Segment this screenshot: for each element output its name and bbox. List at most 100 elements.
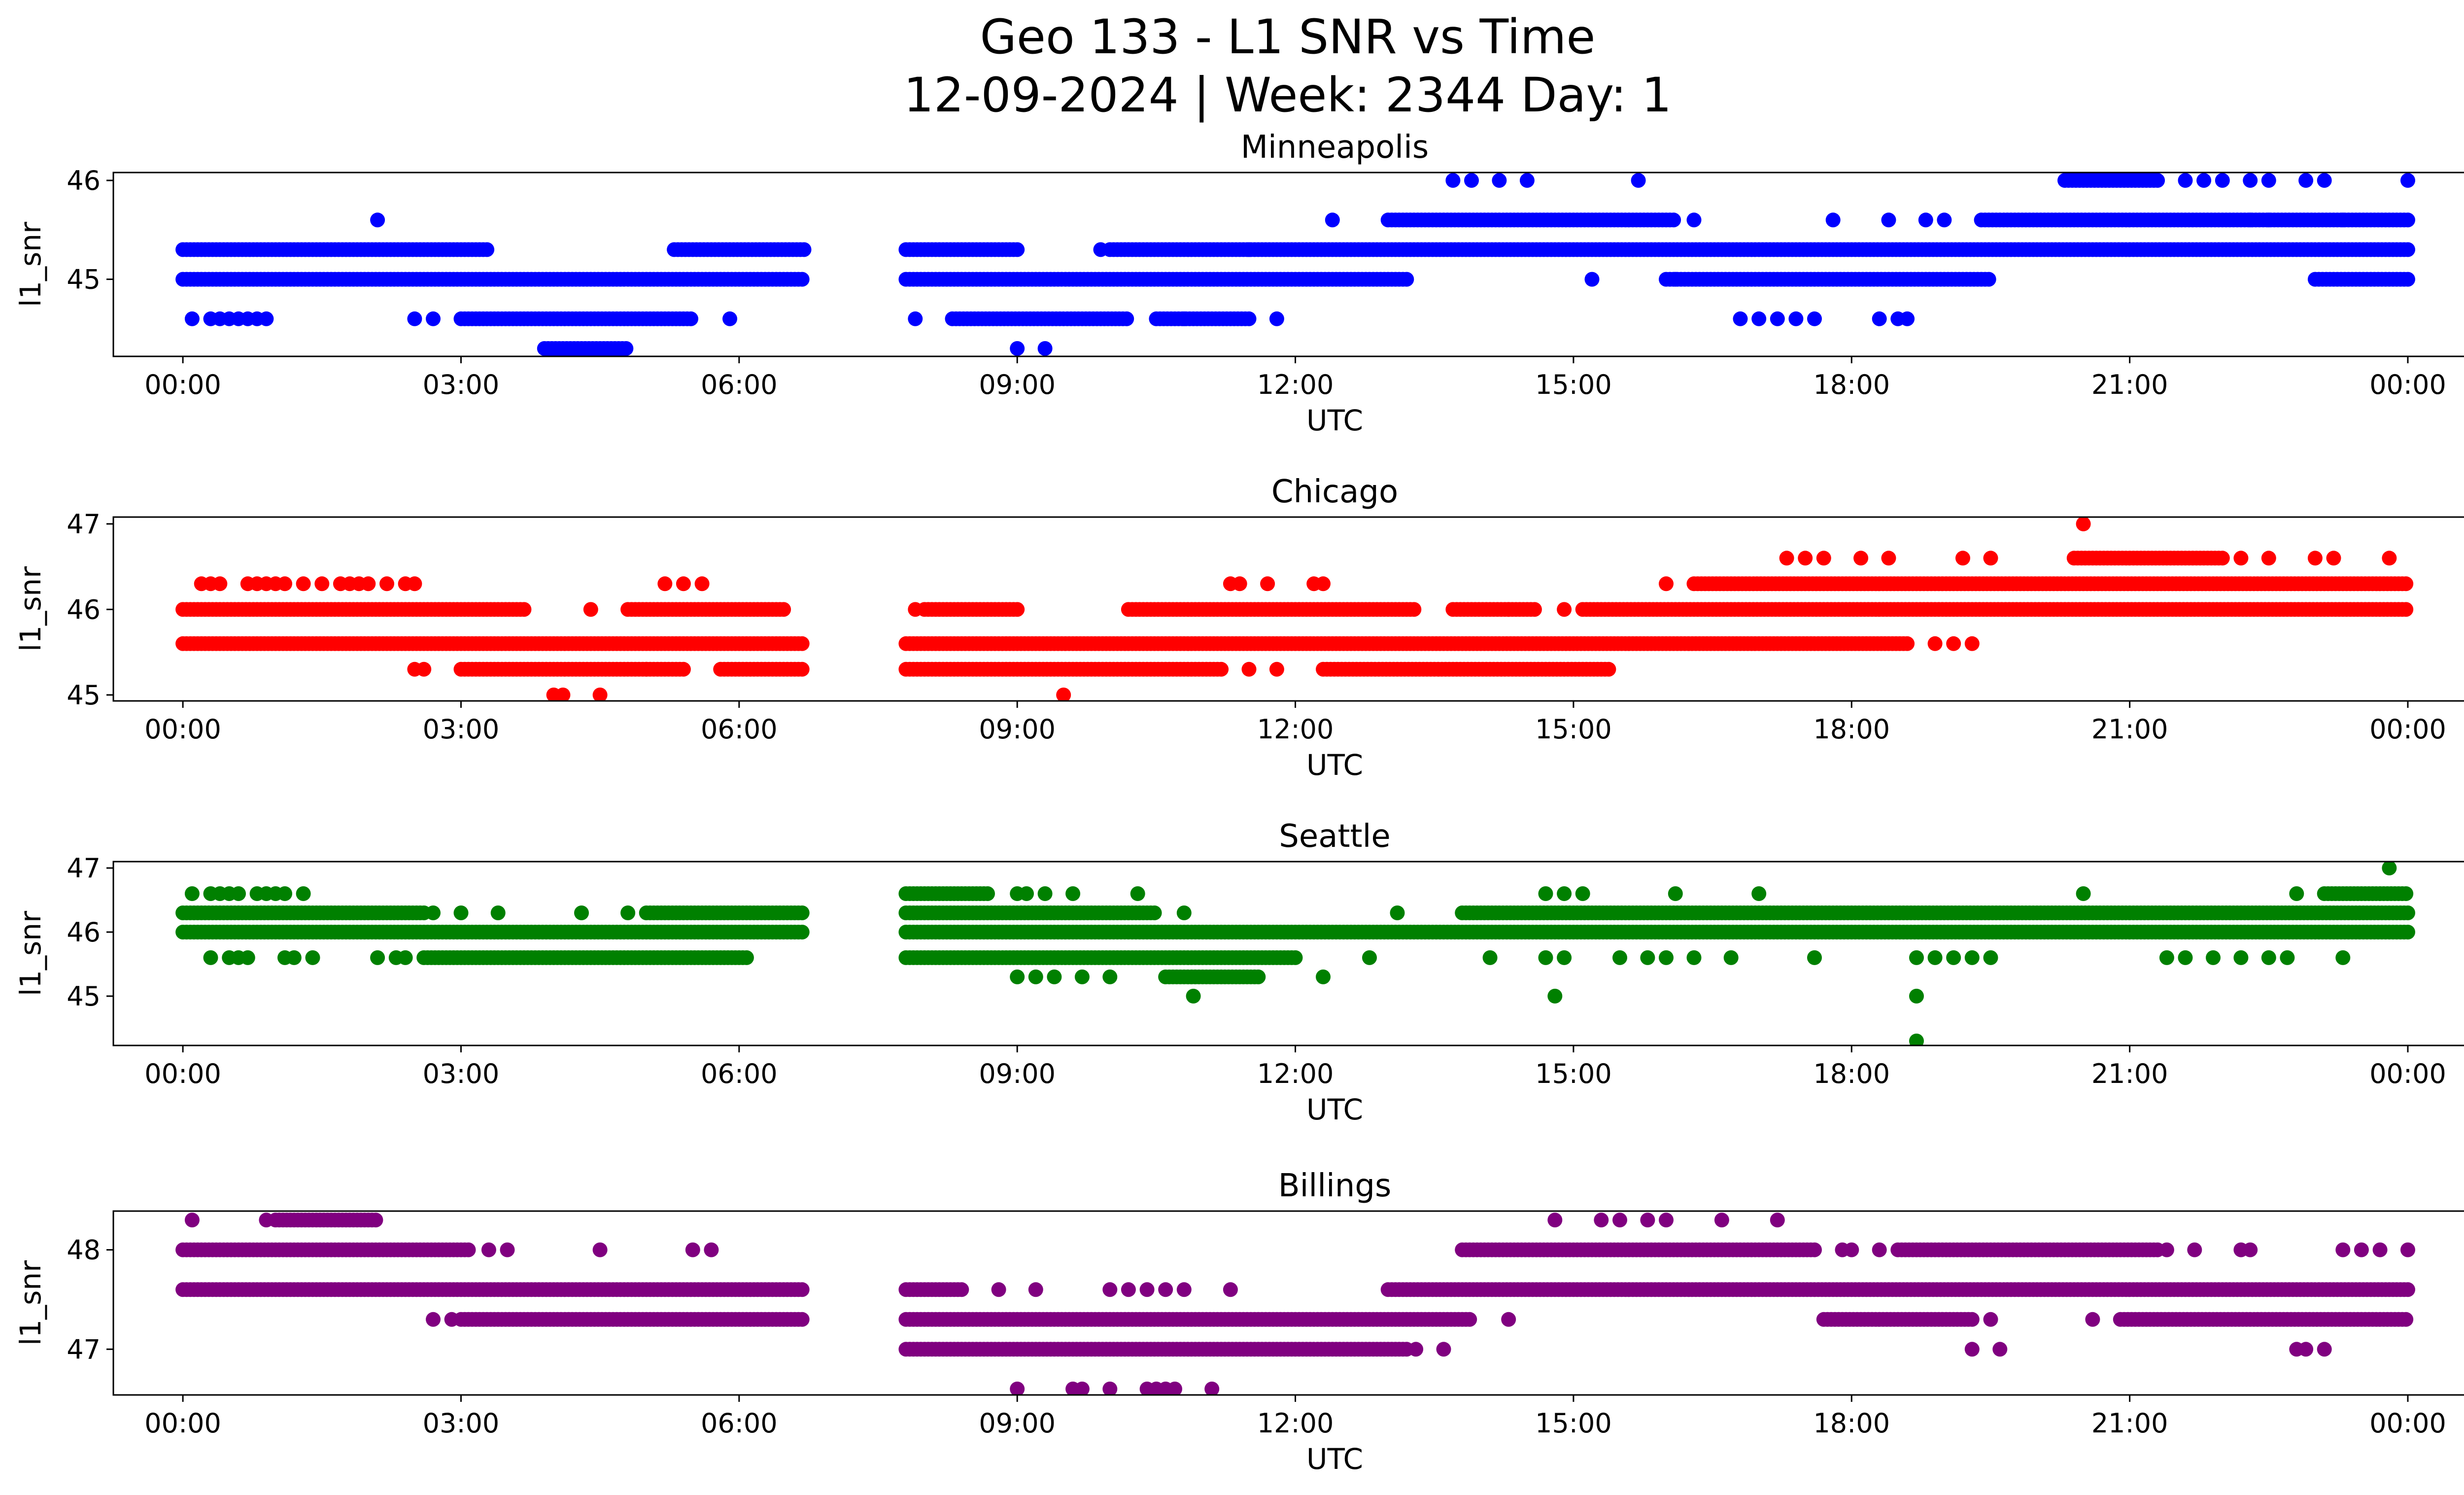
data-point (314, 576, 330, 591)
data-point (2178, 173, 2193, 188)
data-point (1686, 950, 1702, 965)
data-point (1325, 212, 1340, 228)
data-point (676, 576, 691, 591)
y-tick-label: 46 (67, 917, 101, 948)
data-point (980, 886, 995, 901)
data-point (1269, 661, 1284, 677)
data-points (175, 862, 2415, 1045)
x-tick-label: 21:00 (2091, 714, 2168, 745)
x-tick-label: 00:00 (2369, 1058, 2446, 1089)
data-point (676, 661, 691, 677)
data-point (1723, 950, 1739, 965)
data-point (1668, 886, 1683, 901)
data-point (1909, 1033, 1924, 1045)
x-tick-label: 12:00 (1257, 369, 1334, 400)
x-tick-label: 15:00 (1535, 714, 1612, 745)
data-point (1406, 602, 1422, 617)
data-point (1872, 311, 1887, 326)
data-point (1601, 661, 1616, 677)
data-point (1659, 576, 1674, 591)
data-point (639, 661, 654, 677)
data-point (1798, 551, 1813, 566)
data-point (574, 905, 589, 920)
data-point (1770, 311, 1785, 326)
data-point (1288, 950, 1303, 965)
x-tick-label: 09:00 (979, 714, 1056, 745)
data-point (231, 886, 246, 901)
data-point (1807, 1242, 1822, 1257)
y-tick-label: 47 (67, 509, 101, 540)
data-point (1056, 687, 1071, 701)
data-point (1807, 950, 1822, 965)
data-point (370, 212, 385, 228)
data-point (684, 311, 698, 326)
data-point (2398, 602, 2414, 617)
data-point (1482, 950, 1498, 965)
data-point (1788, 311, 1804, 326)
data-point (1983, 950, 1998, 965)
x-tick-label: 06:00 (701, 1058, 778, 1089)
data-point (583, 602, 598, 617)
data-point (1074, 969, 1090, 984)
data-point (426, 905, 441, 920)
x-tick-label: 00:00 (144, 369, 221, 400)
data-point (1047, 969, 1062, 984)
data-point (2280, 950, 2295, 965)
data-point (1918, 212, 1933, 228)
data-point (1362, 950, 1377, 965)
data-point (1668, 272, 1683, 287)
data-point (1964, 636, 1980, 651)
data-point (794, 905, 810, 920)
data-point (2326, 551, 2341, 566)
data-point (1640, 950, 1655, 965)
data-point (1557, 950, 1572, 965)
data-point (1538, 950, 1553, 965)
data-point (1251, 969, 1266, 984)
subplot-title: Billings (1278, 1168, 1392, 1204)
data-point (277, 576, 292, 591)
data-point (2261, 173, 2276, 188)
data-point (1028, 969, 1043, 984)
y-tick-label: 46 (67, 165, 101, 196)
data-point (794, 636, 810, 651)
data-point (426, 311, 441, 326)
data-point (1037, 886, 1053, 901)
data-point (555, 687, 571, 701)
data-point (2243, 173, 2258, 188)
data-point (2196, 173, 2212, 188)
x-tick-label: 18:00 (1813, 1058, 1890, 1089)
data-point (2398, 886, 2414, 901)
data-point (1260, 576, 1275, 591)
data-point (794, 1282, 810, 1297)
data-point (407, 311, 422, 326)
data-point (2335, 950, 2351, 965)
data-point (1964, 950, 1980, 965)
x-tick-label: 03:00 (423, 369, 500, 400)
data-point (592, 687, 608, 701)
data-point (2261, 212, 2276, 228)
data-point (490, 905, 506, 920)
data-point (2076, 886, 2091, 901)
subplot-title: Minneapolis (1241, 129, 1429, 166)
data-point (739, 950, 754, 965)
subplot-title: Seattle (1279, 818, 1391, 855)
x-tick-label: 18:00 (1813, 369, 1890, 400)
data-point (296, 576, 311, 591)
data-points (175, 173, 2415, 356)
x-tick-label: 00:00 (144, 714, 221, 745)
data-point (212, 576, 228, 591)
y-axis-label: l1_snr (14, 911, 47, 996)
x-tick-label: 03:00 (423, 1058, 500, 1089)
data-point (2400, 212, 2415, 228)
data-point (620, 905, 636, 920)
data-point (618, 341, 634, 356)
data-point (1176, 311, 1192, 326)
data-point (1010, 242, 1025, 257)
data-points (175, 517, 2414, 701)
y-axis-label: l1_snr (14, 566, 47, 652)
data-point (1538, 886, 1553, 901)
data-point (1631, 173, 1646, 188)
data-point (286, 950, 302, 965)
